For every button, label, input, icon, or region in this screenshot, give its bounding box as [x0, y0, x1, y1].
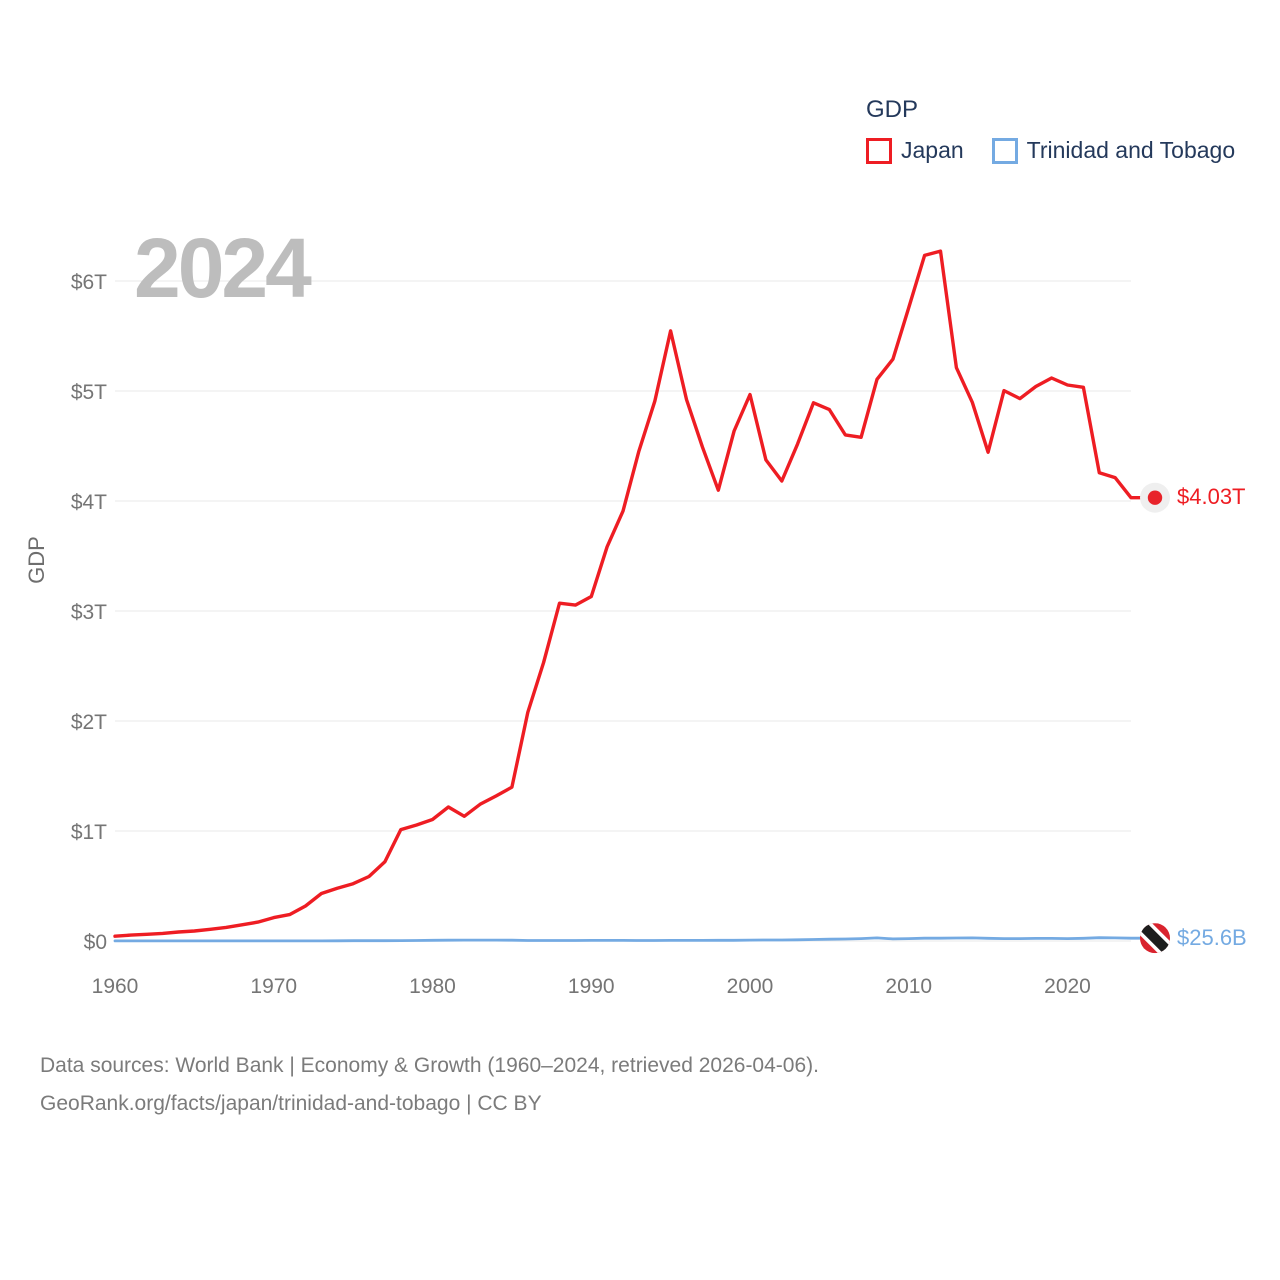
- japan-swatch-icon: [866, 137, 892, 164]
- footer: Data sources: World Bank | Economy & Gro…: [40, 1047, 819, 1123]
- x-tick-label: 1970: [250, 975, 297, 998]
- year-watermark: 2024: [134, 221, 312, 315]
- japan-end-value: $4.03T: [1177, 484, 1246, 509]
- trinidad-and-tobago-swatch-icon: [991, 137, 1018, 164]
- x-tick-label: 1960: [92, 975, 139, 998]
- legend-title: GDP: [866, 96, 919, 123]
- x-tick-label: 1980: [409, 975, 456, 998]
- legend-items: Japan Trinidad and Tobago: [866, 137, 1235, 164]
- footer-data-sources: Data sources: World Bank | Economy & Gro…: [40, 1054, 819, 1077]
- x-tick-label: 1990: [568, 975, 615, 998]
- y-tick-label: $2T: [71, 711, 107, 734]
- y-axis-title: GDP: [24, 536, 49, 584]
- y-tick-label: $0: [84, 931, 107, 954]
- japan-flag-icon: [1140, 482, 1170, 513]
- legend-item-japan[interactable]: Japan: [866, 137, 964, 164]
- legend-item-trinidad-and-tobago-label: Trinidad and Tobago: [1026, 137, 1236, 163]
- footer-attribution: GeoRank.org/facts/japan/trinidad-and-tob…: [40, 1092, 542, 1115]
- y-tick-label: $6T: [71, 271, 107, 294]
- legend-item-trinidad-and-tobago[interactable]: Trinidad and Tobago: [991, 137, 1236, 164]
- y-tick-label: $3T: [71, 601, 107, 624]
- x-tick-label: 2010: [885, 975, 932, 998]
- y-tick-label: $5T: [71, 381, 107, 404]
- y-tick-label: $4T: [71, 491, 107, 514]
- japan-line: [113, 249, 1142, 938]
- x-tick-label: 2020: [1044, 975, 1091, 998]
- legend-item-japan-label: Japan: [901, 137, 964, 163]
- x-tick-label: 2000: [727, 975, 774, 998]
- trinidad-and-tobago-line: [113, 936, 1142, 943]
- trinidad-and-tobago-end-value: $25.6B: [1177, 925, 1247, 950]
- legend: GDP Japan Trinidad and Tobago: [866, 96, 1235, 164]
- y-tick-label: $1T: [71, 821, 107, 844]
